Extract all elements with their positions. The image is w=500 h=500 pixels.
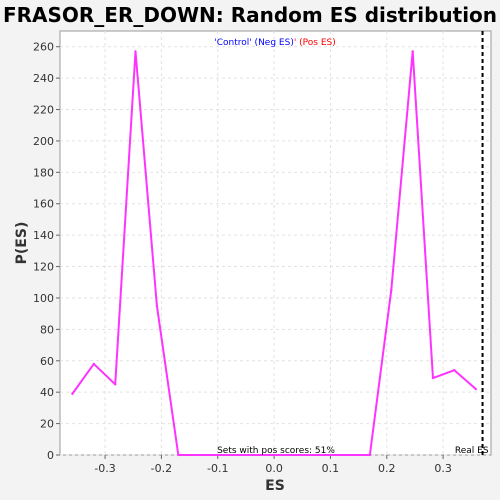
data-point — [368, 453, 372, 457]
legend-separator: ' — [294, 38, 299, 48]
y-tick-label: 60 — [40, 355, 54, 368]
data-point — [134, 50, 137, 53]
y-axis-label: P(ES) — [14, 222, 30, 265]
x-axis-label: ES — [265, 478, 285, 494]
data-point — [411, 50, 414, 53]
x-tick-label: 0.3 — [434, 462, 452, 475]
y-tick-label: 180 — [33, 166, 54, 179]
y-tick-label: 0 — [47, 449, 54, 462]
legend-neg-label: 'Control' (Neg ES) — [214, 38, 294, 48]
data-point — [390, 288, 393, 292]
distribution-line — [71, 50, 477, 456]
real-es-annotation: Real ES — [455, 446, 489, 456]
data-point — [474, 387, 477, 391]
data-point — [453, 369, 456, 372]
chart-title: FRASOR_ER_DOWN: Random ES distribution — [3, 3, 497, 27]
data-point — [177, 453, 180, 457]
legend: 'Control' (Neg ES)' (Pos ES) — [214, 38, 336, 48]
y-tick-label: 160 — [33, 198, 54, 211]
y-tick-label: 220 — [33, 104, 54, 117]
data-point — [71, 392, 74, 395]
y-tick-label: 200 — [33, 135, 54, 148]
y-tick-label: 80 — [40, 323, 54, 336]
axes: 0 20 40 60 80 100 120 140 160 180 200 220 240 260 -0.3… — [33, 41, 452, 475]
pos-scores-annotation: Sets with pos scores: 51% — [217, 446, 335, 456]
x-tick-label: 0.1 — [322, 462, 340, 475]
y-tick-label: 260 — [33, 41, 54, 54]
x-tick-label: -0.1 — [207, 462, 228, 475]
legend-pos-label: (Pos ES) — [299, 38, 336, 48]
y-tick-label: 40 — [40, 386, 54, 399]
data-point — [92, 362, 96, 366]
data-point — [431, 376, 435, 380]
y-tick-label: 20 — [40, 418, 54, 431]
x-tick-label: -0.2 — [151, 462, 172, 475]
y-tick-label: 240 — [33, 72, 54, 85]
y-tick-label: 100 — [33, 292, 54, 305]
annotations: Sets with pos scores: 51% Real ES — [217, 31, 489, 456]
x-tick-label: 0.2 — [378, 462, 396, 475]
x-tick-label: 0.0 — [265, 462, 283, 475]
grid — [60, 31, 491, 456]
data-point — [155, 304, 159, 308]
x-tick-label: -0.3 — [94, 462, 115, 475]
y-tick-label: 140 — [33, 229, 54, 242]
series-layer — [71, 50, 477, 457]
data-point — [114, 383, 117, 386]
y-tick-label: 120 — [33, 261, 54, 274]
